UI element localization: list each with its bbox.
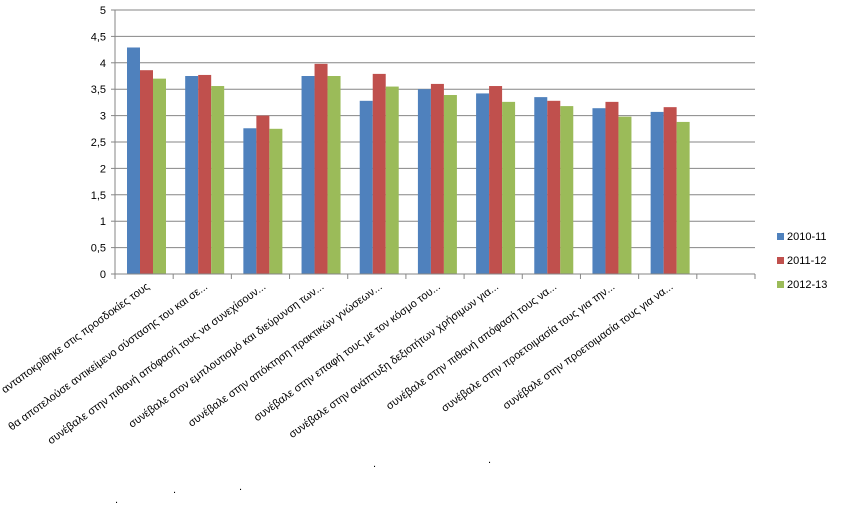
bar	[140, 70, 153, 274]
bar	[430, 83, 444, 274]
x-tick-label: συνέβαλε στην πιθανή απόφασή τους να συν…	[46, 281, 269, 447]
bar	[256, 115, 270, 274]
bar	[153, 78, 166, 274]
bar	[547, 100, 561, 274]
bar	[127, 47, 140, 274]
bar	[534, 97, 548, 275]
legend-swatch	[777, 281, 784, 288]
bar	[443, 95, 457, 275]
bar	[385, 86, 399, 274]
x-label-dot: .	[115, 494, 118, 506]
y-tick-label: 1,5	[91, 190, 106, 202]
legend-label: 2010-11	[787, 231, 827, 243]
bar	[476, 93, 490, 274]
y-tick-label: 4	[100, 58, 106, 70]
bar	[359, 100, 373, 274]
bar	[618, 116, 632, 274]
bars	[127, 47, 690, 275]
y-tick-label: 3	[100, 111, 106, 123]
bar	[243, 128, 257, 274]
bar	[560, 106, 574, 274]
legend: 2010-11 2011-12 2012-13	[777, 231, 827, 291]
bar	[301, 76, 315, 274]
y-tick-label: 3,5	[91, 84, 106, 96]
bar	[372, 73, 386, 274]
y-tick-label: 5	[100, 5, 106, 17]
legend-swatch	[777, 257, 784, 264]
x-label-dot: .	[488, 454, 491, 466]
y-axis: 0 0,5 1 1,5 2 2,5 3 3,5 4 4,5 5	[91, 5, 116, 281]
legend-label: 2011-12	[787, 255, 827, 267]
bar	[211, 86, 225, 274]
x-tick-label: συνέβαλε στην ανάπτυξη δεξιοτήτων χρήσιμ…	[287, 281, 501, 441]
y-tick-label: 2	[100, 163, 106, 175]
bar	[314, 63, 328, 274]
bar	[650, 111, 664, 275]
bar	[592, 108, 606, 274]
bar	[198, 74, 212, 274]
y-tick-label: 1	[100, 216, 106, 228]
x-label-dot: .	[373, 458, 376, 470]
bar	[417, 89, 431, 274]
bar	[489, 86, 503, 274]
y-tick-label: 0	[100, 269, 106, 281]
bar	[663, 107, 677, 274]
x-label-dot: .	[173, 484, 176, 496]
y-tick-label: 0,5	[91, 243, 106, 255]
x-label-dot: .	[239, 481, 242, 493]
bar	[605, 101, 619, 274]
bar	[185, 76, 199, 274]
bar	[676, 121, 690, 274]
bar	[502, 101, 516, 274]
bar	[269, 128, 283, 274]
legend-swatch	[777, 233, 784, 240]
bar	[327, 76, 341, 274]
x-tick-label: θα αποτελούσε αντικείμενο σύστασης του κ…	[6, 281, 210, 434]
y-tick-label: 2,5	[91, 137, 106, 149]
y-tick-label: 4,5	[91, 31, 106, 43]
legend-label: 2012-13	[787, 279, 827, 291]
